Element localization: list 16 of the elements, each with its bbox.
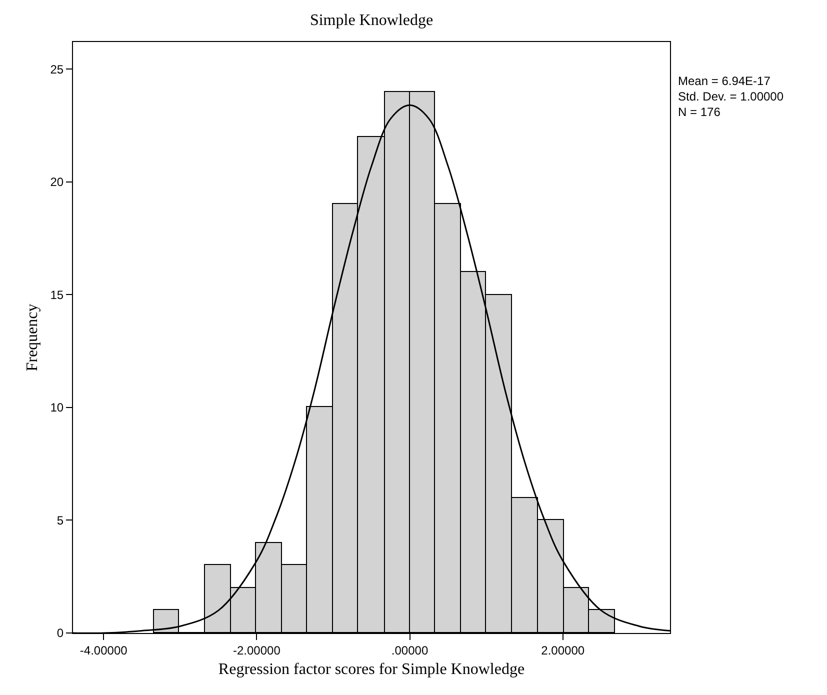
text: Mean = 6.94E-17 (678, 74, 771, 88)
text: Std. Dev. = 1.00000 (678, 90, 784, 104)
x-tick-label: 2.00000 (541, 643, 585, 658)
text: N = 176 (678, 105, 721, 120)
x-axis-title: Regression factor scores for Simple Knowledge (218, 661, 525, 678)
y-tick-label: 15 (50, 288, 64, 302)
y-axis-title: Frequency (24, 304, 42, 372)
y-tick-label: 20 (50, 175, 64, 190)
chart-title: Simple Knowledge (310, 12, 434, 30)
y-tick-label: 25 (50, 62, 64, 76)
x-tick-label: .00000 (391, 643, 428, 658)
y-tick-label: 10 (50, 400, 64, 415)
x-tick-label: -4.00000 (80, 643, 128, 658)
x-tick-label: -2.00000 (233, 643, 281, 658)
y-tick-label: 5 (56, 513, 64, 528)
y-tick-label: 0 (56, 626, 64, 640)
